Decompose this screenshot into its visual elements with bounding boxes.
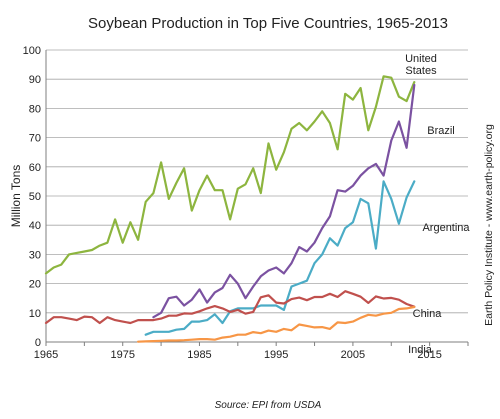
- x-tick-1975: 1975: [110, 349, 134, 361]
- y-tick-10: 10: [29, 308, 41, 320]
- series-line-argentina: [144, 180, 416, 336]
- series-line-china: [44, 290, 416, 325]
- side-attribution: Earth Policy Institute - www.earth-polic…: [483, 124, 495, 326]
- series-label-india: India: [408, 344, 433, 356]
- y-tick-40: 40: [29, 220, 41, 232]
- y-axis-label: Million Tons: [9, 165, 23, 227]
- y-tick-30: 30: [29, 249, 41, 261]
- x-tick-labels: 1965 1975 1985 1995 2005 2015: [34, 349, 442, 361]
- x-tick-1965: 1965: [34, 349, 58, 361]
- x-tick-1985: 1985: [187, 349, 211, 361]
- y-tick-60: 60: [29, 162, 41, 174]
- series-line-brazil: [152, 83, 416, 319]
- series-label-united-states: United States: [405, 53, 437, 77]
- y-tick-labels: 0 10 20 30 40 50 60 70 80 90 100: [23, 45, 41, 349]
- chart-title: Soybean Production in Top Five Countries…: [88, 15, 448, 32]
- axes: [45, 50, 469, 346]
- y-tick-100: 100: [23, 45, 41, 57]
- y-tick-50: 50: [29, 191, 41, 203]
- y-tick-20: 20: [29, 279, 41, 291]
- source-note: Source: EPI from USDA: [215, 400, 322, 411]
- y-tick-0: 0: [35, 337, 41, 349]
- series-labels: United States Brazil Argentina China India: [405, 53, 470, 356]
- y-tick-90: 90: [29, 74, 41, 86]
- x-tick-2005: 2005: [341, 349, 365, 361]
- series-line-india: [137, 305, 416, 343]
- series-line-united-states: [44, 75, 416, 275]
- series-lines: [44, 75, 416, 343]
- series-label-china: China: [413, 308, 443, 320]
- x-tick-1995: 1995: [264, 349, 288, 361]
- y-tick-80: 80: [29, 103, 41, 115]
- series-label-argentina: Argentina: [422, 222, 470, 234]
- series-label-brazil: Brazil: [427, 125, 455, 137]
- x-tick-2015: 2015: [417, 349, 441, 361]
- y-tick-70: 70: [29, 133, 41, 145]
